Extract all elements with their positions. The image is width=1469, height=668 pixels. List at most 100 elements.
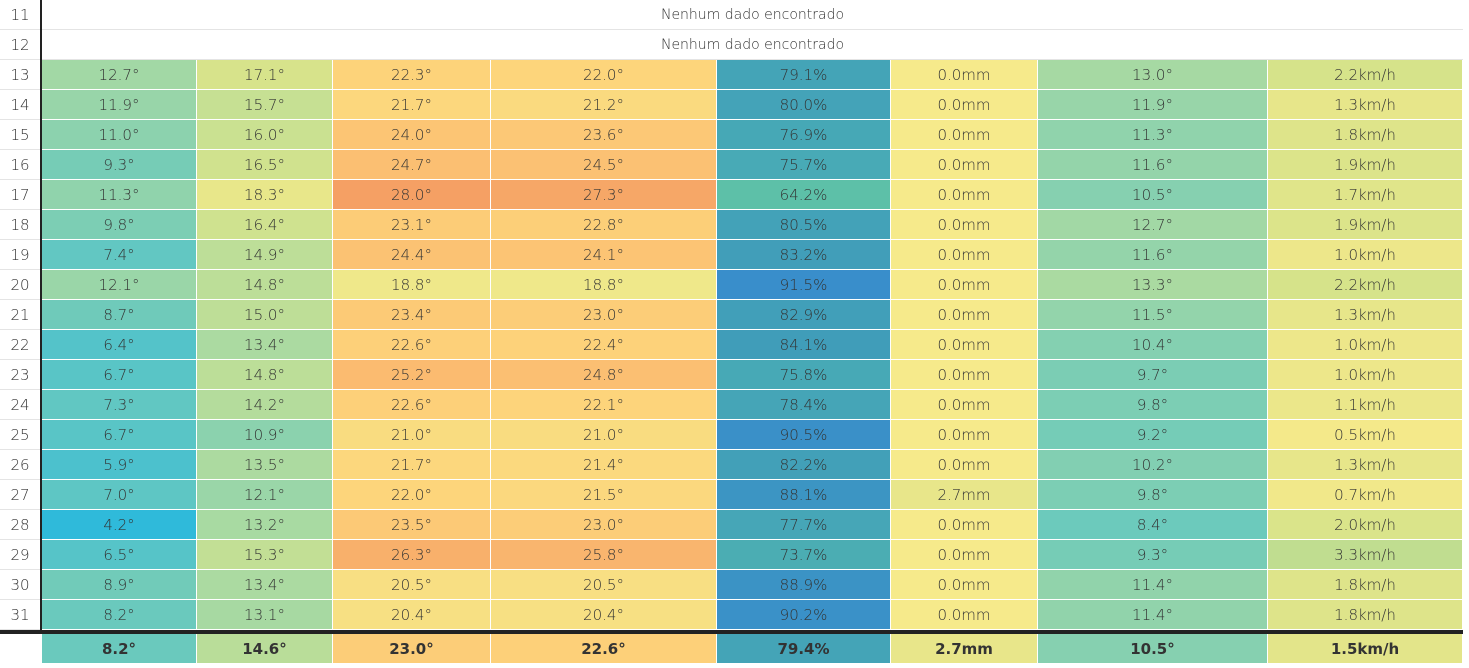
cell: 18.8° xyxy=(491,270,717,300)
cell: 22.8° xyxy=(491,210,717,240)
cell: 82.9% xyxy=(717,300,891,330)
cell: 0.0mm xyxy=(891,540,1038,570)
row-number: 14 xyxy=(0,90,40,120)
cell: 0.0mm xyxy=(891,90,1038,120)
row-number: 11 xyxy=(0,0,40,30)
cell: 78.4% xyxy=(717,390,891,420)
cell: 6.5° xyxy=(42,540,197,570)
cell: 77.7% xyxy=(717,510,891,540)
cell: 23.6° xyxy=(491,120,717,150)
cell: 13.4° xyxy=(197,570,333,600)
cell: 12.1° xyxy=(42,270,197,300)
cell: 14.2° xyxy=(197,390,333,420)
cell: 23.0° xyxy=(491,300,717,330)
cell: 9.8° xyxy=(1038,480,1268,510)
cell: 8.4° xyxy=(1038,510,1268,540)
cell: 0.7km/h xyxy=(1268,480,1463,510)
cell: 13.1° xyxy=(197,600,333,630)
cell: 12.7° xyxy=(1038,210,1268,240)
cell: 13.0° xyxy=(1038,60,1268,90)
row-number: 25 xyxy=(0,420,40,450)
cell: 26.3° xyxy=(333,540,491,570)
cell: 9.3° xyxy=(1038,540,1268,570)
cell: 10.9° xyxy=(197,420,333,450)
cell: 1.9km/h xyxy=(1268,210,1463,240)
empty-message: Nenhum dado encontrado xyxy=(42,0,1463,30)
cell: 21.7° xyxy=(333,450,491,480)
footer-cell: 79.4% xyxy=(717,634,891,664)
cell: 8.2° xyxy=(42,600,197,630)
cell: 0.0mm xyxy=(891,120,1038,150)
cell: 21.2° xyxy=(491,90,717,120)
row-number: 26 xyxy=(0,450,40,480)
cell: 75.7% xyxy=(717,150,891,180)
cell: 9.7° xyxy=(1038,360,1268,390)
row-number: 19 xyxy=(0,240,40,270)
cell: 0.0mm xyxy=(891,210,1038,240)
cell: 79.1% xyxy=(717,60,891,90)
cell: 11.3° xyxy=(1038,120,1268,150)
cell: 22.0° xyxy=(491,60,717,90)
cell: 0.0mm xyxy=(891,330,1038,360)
row-number: 29 xyxy=(0,540,40,570)
cell: 5.9° xyxy=(42,450,197,480)
cell: 11.4° xyxy=(1038,570,1268,600)
cell: 0.0mm xyxy=(891,270,1038,300)
cell: 10.4° xyxy=(1038,330,1268,360)
cell: 73.7% xyxy=(717,540,891,570)
cell: 9.3° xyxy=(42,150,197,180)
cell: 9.2° xyxy=(1038,420,1268,450)
cell: 25.8° xyxy=(491,540,717,570)
cell: 0.0mm xyxy=(891,450,1038,480)
cell: 80.5% xyxy=(717,210,891,240)
cell: 15.3° xyxy=(197,540,333,570)
row-number: 24 xyxy=(0,390,40,420)
cell: 24.1° xyxy=(491,240,717,270)
cell: 90.5% xyxy=(717,420,891,450)
row-number: 31 xyxy=(0,600,40,630)
cell: 1.0km/h xyxy=(1268,240,1463,270)
cell: 0.0mm xyxy=(891,390,1038,420)
cell: 11.6° xyxy=(1038,240,1268,270)
cell: 22.1° xyxy=(491,390,717,420)
cell: 23.4° xyxy=(333,300,491,330)
footer-cell: 23.0° xyxy=(333,634,491,664)
cell: 6.7° xyxy=(42,420,197,450)
footer-cell: 2.7mm xyxy=(891,634,1038,664)
cell: 0.0mm xyxy=(891,420,1038,450)
cell: 0.0mm xyxy=(891,570,1038,600)
cell: 20.5° xyxy=(333,570,491,600)
row-number: 30 xyxy=(0,570,40,600)
cell: 88.1% xyxy=(717,480,891,510)
cell: 7.0° xyxy=(42,480,197,510)
cell: 64.2% xyxy=(717,180,891,210)
cell: 0.0mm xyxy=(891,360,1038,390)
cell: 20.4° xyxy=(491,600,717,630)
cell: 1.8km/h xyxy=(1268,570,1463,600)
cell: 22.6° xyxy=(333,390,491,420)
cell: 2.2km/h xyxy=(1268,60,1463,90)
cell: 0.0mm xyxy=(891,60,1038,90)
cell: 22.6° xyxy=(333,330,491,360)
cell: 1.3km/h xyxy=(1268,450,1463,480)
cell: 13.3° xyxy=(1038,270,1268,300)
cell: 82.2% xyxy=(717,450,891,480)
cell: 0.0mm xyxy=(891,600,1038,630)
cell: 23.5° xyxy=(333,510,491,540)
cell: 16.4° xyxy=(197,210,333,240)
cell: 27.3° xyxy=(491,180,717,210)
cell: 8.7° xyxy=(42,300,197,330)
footer-cell: 8.2° xyxy=(42,634,197,664)
cell: 18.8° xyxy=(333,270,491,300)
cell: 9.8° xyxy=(1038,390,1268,420)
cell: 11.0° xyxy=(42,120,197,150)
cell: 14.8° xyxy=(197,270,333,300)
cell: 23.1° xyxy=(333,210,491,240)
cell: 12.7° xyxy=(42,60,197,90)
cell: 21.0° xyxy=(491,420,717,450)
footer-cell: 10.5° xyxy=(1038,634,1268,664)
cell: 10.2° xyxy=(1038,450,1268,480)
row-number: 16 xyxy=(0,150,40,180)
cell: 0.0mm xyxy=(891,300,1038,330)
